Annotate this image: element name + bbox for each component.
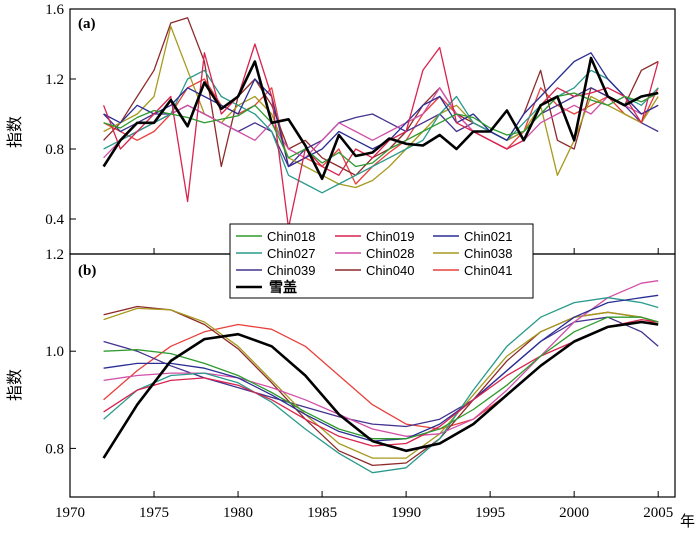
panel-b-line-chin018 — [103, 316, 659, 440]
x-unit-label: 年 — [680, 512, 695, 530]
panel-b-xtick-label: 1980 — [223, 505, 253, 521]
legend-label-chin021: Chin021 — [464, 229, 512, 244]
panel-b-tag: (b) — [78, 263, 96, 279]
panel-b-line-chin019 — [103, 318, 659, 447]
panel-a-line-snow — [102, 56, 659, 181]
legend-label-chin028: Chin028 — [366, 246, 414, 261]
panel-a-line-chin038 — [103, 25, 659, 189]
panel-b-line-chin027 — [103, 297, 659, 474]
panel-a-line-chin018 — [103, 92, 659, 168]
panel-b-ylabel: 指数 — [5, 369, 24, 401]
panel-a-frame — [69, 8, 676, 255]
legend-label-chin039: Chin039 — [267, 263, 315, 278]
panel-b-ytick-label: 1.2 — [45, 247, 64, 263]
panel-b-line-chin021 — [103, 294, 659, 442]
panel-b-xtick-label: 2000 — [559, 505, 589, 521]
legend-label-chin038: Chin038 — [464, 246, 512, 261]
legend: Chin018 Chin019 Chin021 Chin027 Chin028 Chin0… — [229, 223, 534, 299]
panel-b-xtick-label: 1995 — [475, 505, 505, 521]
legend-label-chin019: Chin019 — [366, 229, 414, 244]
panel-b-xtick-label: 1990 — [391, 505, 421, 521]
panel-a-line-chin019 — [102, 43, 659, 229]
panel-b-ytick-label: 1.0 — [45, 344, 64, 360]
panel-b-ytick-label: 0.8 — [45, 441, 64, 457]
panel-a-ytick-label: 1.6 — [45, 2, 64, 18]
panel-b-xtick-label: 1970 — [55, 505, 85, 521]
panel-a-ylabel: 指数 — [5, 116, 24, 148]
panel-a-tag: (a) — [78, 16, 96, 32]
panel-a-line-chin040 — [103, 17, 659, 176]
panel-b-line-chin039 — [103, 316, 659, 428]
panel-b-line-chin038 — [103, 307, 659, 459]
legend-box — [229, 223, 534, 299]
axes: 0.4 0.8 1.2 1.6 0.8 1.0 1.2 1970 1975 1980 1985 199… — [45, 2, 673, 521]
panel-b-series — [102, 280, 659, 474]
panel-a-line-chin028 — [103, 87, 659, 159]
legend-label-chin040: Chin040 — [366, 263, 414, 278]
panel-b-line-snow — [102, 320, 659, 459]
panel-b-line-chin040 — [103, 305, 659, 467]
legend-label-chin018: Chin018 — [267, 229, 315, 244]
panel-b-line-chin041 — [103, 321, 659, 430]
legend-label-chin041: Chin041 — [464, 263, 512, 278]
legend-label-chin027: Chin027 — [267, 246, 315, 261]
legend-label-snow: 雪盖 — [269, 279, 297, 296]
panel-b-xtick-label: 1985 — [307, 505, 337, 521]
panel-a-ytick-label: 0.4 — [45, 212, 64, 228]
panel-a-series — [102, 17, 659, 229]
panel-a-ytick-label: 1.2 — [45, 72, 64, 88]
panel-a-ytick-label: 0.8 — [45, 142, 64, 158]
panel-b-xtick-label: 2005 — [643, 505, 673, 521]
panel-b-xtick-label: 1975 — [139, 505, 169, 521]
